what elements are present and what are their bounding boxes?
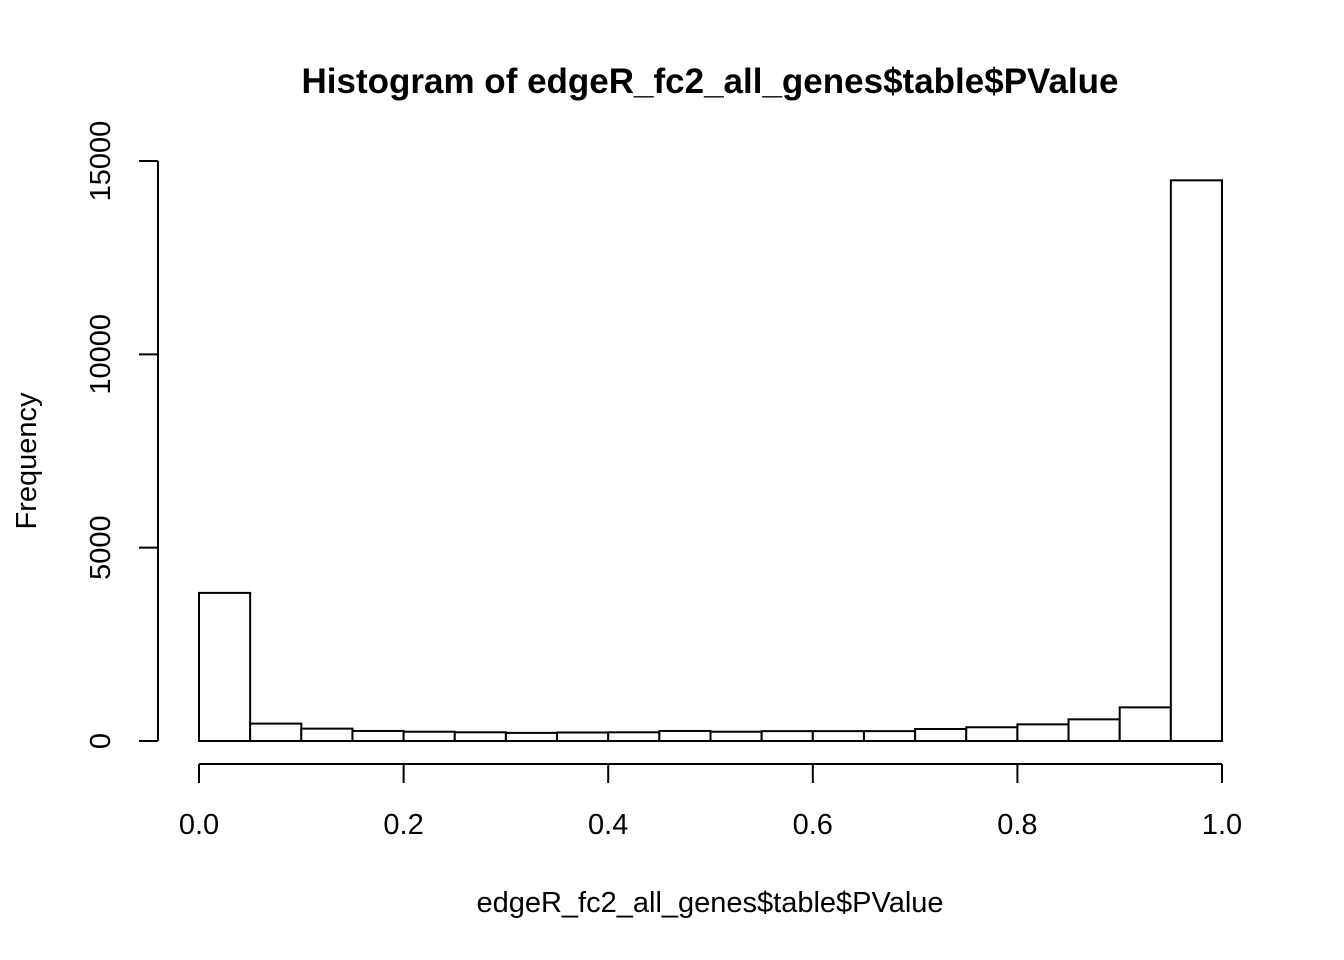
x-tick-label-4: 0.8 bbox=[997, 809, 1037, 841]
histogram-bar-8 bbox=[607, 731, 661, 742]
histogram-bar-12 bbox=[811, 730, 865, 743]
histogram-bar-2 bbox=[300, 727, 354, 742]
histogram-bar-0 bbox=[198, 591, 252, 743]
y-axis: 0 5000 10000 15000 bbox=[85, 121, 159, 749]
histogram-bar-6 bbox=[504, 731, 559, 743]
histogram-bar-19 bbox=[1169, 179, 1223, 743]
x-tick-label-3: 0.6 bbox=[793, 809, 833, 841]
x-axis-label: edgeR_fc2_all_genes$table$PValue bbox=[476, 887, 943, 919]
histogram-bar-5 bbox=[453, 731, 507, 742]
x-axis: 0.0 0.2 0.4 0.6 0.8 1.0 bbox=[179, 763, 1242, 841]
histogram-bar-4 bbox=[402, 730, 456, 742]
x-tick-label-2: 0.4 bbox=[588, 809, 628, 841]
y-tick-label-1: 5000 bbox=[85, 515, 117, 580]
y-tick-label-2: 10000 bbox=[85, 314, 117, 395]
chart-title: Histogram of edgeR_fc2_all_genes$table$P… bbox=[302, 62, 1119, 101]
histogram-bar-7 bbox=[556, 731, 610, 743]
histogram-bars bbox=[198, 179, 1223, 743]
histogram-bar-1 bbox=[249, 722, 303, 742]
histogram-bar-3 bbox=[351, 729, 405, 742]
y-axis-label: Frequency bbox=[11, 392, 43, 530]
histogram-bar-16 bbox=[1016, 723, 1070, 743]
y-tick-label-3: 15000 bbox=[85, 121, 117, 202]
histogram-bar-14 bbox=[914, 728, 968, 742]
histogram-bar-11 bbox=[760, 730, 814, 743]
histogram-bar-9 bbox=[658, 729, 712, 742]
histogram-bar-10 bbox=[709, 730, 763, 742]
histogram-bar-15 bbox=[965, 726, 1019, 742]
histogram-bar-17 bbox=[1067, 718, 1121, 743]
x-tick-label-0: 0.0 bbox=[179, 809, 219, 841]
y-tick-label-0: 0 bbox=[85, 733, 117, 749]
x-tick-label-5: 1.0 bbox=[1202, 809, 1242, 841]
histogram-bar-18 bbox=[1118, 706, 1172, 742]
x-tick-label-1: 0.2 bbox=[383, 809, 423, 841]
histogram-bar-13 bbox=[862, 730, 917, 743]
